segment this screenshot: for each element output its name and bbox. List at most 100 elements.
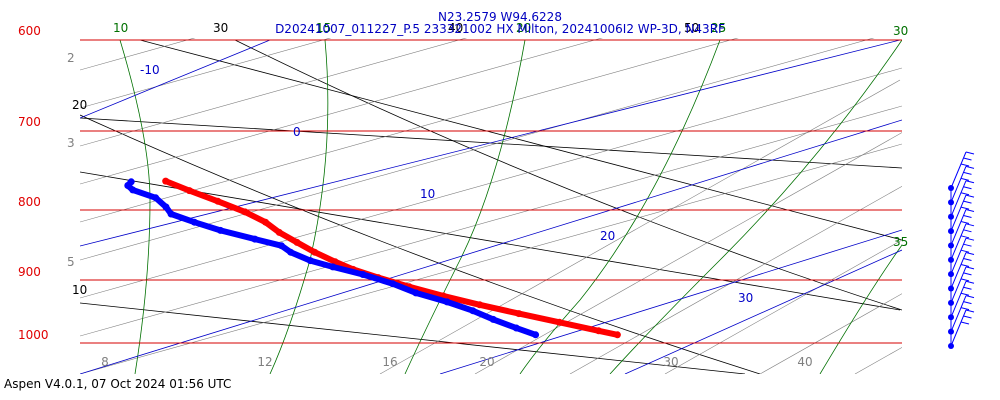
pressure-label-700: 700 [18, 115, 41, 129]
wind-barb-flag-0-0 [965, 151, 975, 155]
moist-adiabat-3 [80, 38, 603, 185]
wind-barb-flag-4-0 [965, 208, 975, 212]
wind-barb-dot-1 [948, 199, 954, 206]
sounding-series [124, 177, 621, 339]
moist-adiabat-b0 [379, 79, 901, 374]
wind-barb-flag-5-0 [965, 223, 975, 227]
temperature-point-14 [515, 310, 523, 318]
wind-barb-flag-6-2 [960, 249, 970, 253]
mixing-ratio-label-35: 35 [893, 235, 908, 249]
temperature-point-1 [185, 187, 193, 195]
mixing-ratio-label-15: 15 [316, 21, 331, 35]
dry-adiabat-1 [80, 302, 746, 374]
temperature-label-8: 8 [101, 355, 109, 369]
wind-barb-flag-3-0 [965, 194, 975, 198]
wind-barb-dot-0 [948, 185, 954, 191]
dry-adiabat-2 [80, 171, 901, 311]
wind-barb-dot-11 [948, 343, 954, 349]
dry-adiabat-label-30: 30 [213, 21, 228, 35]
wind-barb-flag-4-1 [963, 214, 972, 218]
dewpoint-point-1 [124, 182, 132, 189]
dry-adiabat-curve-1 [80, 114, 761, 374]
moist-adiabat-1 [80, 38, 332, 109]
wind-barb-flag-7-0 [965, 252, 975, 256]
wind-barb-flag-4-2 [960, 220, 970, 224]
isotherm-label-0: 0 [293, 125, 301, 139]
wind-barb-flag-7-1 [963, 258, 972, 262]
wind-barb-flag-9-1 [963, 286, 972, 290]
mixing-ratio-label-10: 10 [113, 21, 128, 35]
pressure-label-800: 800 [18, 195, 41, 209]
wind-barb-flag-10-0 [965, 295, 975, 299]
dry-adiabat-label-50: 50 [684, 21, 699, 35]
dewpoint-point-4 [162, 203, 170, 211]
wind-barb-flag-8-1 [963, 272, 972, 276]
wind-barb-flag-2-2 [960, 192, 970, 196]
dewpoint-point-19 [512, 324, 520, 332]
dewpoint-point-2 [129, 186, 137, 194]
mixing-ratio-label-20: 20 [516, 21, 531, 35]
mixing-ratio-5 [819, 244, 902, 374]
isobar-lines [80, 39, 902, 344]
dewpoint-point-5 [167, 210, 175, 218]
isotherm-4 [624, 249, 902, 374]
dry-adiabat-3 [139, 39, 902, 241]
wind-barb-flag-7-2 [960, 264, 970, 268]
temperature-point-0 [162, 177, 170, 185]
moist-adiabat-b5 [854, 347, 902, 374]
dry-adiabat-label-20: 20 [72, 98, 87, 112]
pressure-label-900: 900 [18, 265, 41, 279]
isotherm-2 [80, 119, 902, 374]
temperature-trace [162, 178, 621, 338]
temperature-point-7 [311, 248, 319, 256]
temperature-label-20: 20 [479, 355, 494, 369]
dewpoint-point-16 [443, 298, 451, 306]
dewpoint-point-11 [306, 257, 314, 265]
wind-barb-dot-9 [948, 314, 954, 321]
wind-barb-dot-7 [948, 285, 954, 292]
dry-adiabat-lines [80, 39, 902, 374]
wind-barb-flag-0-1 [963, 157, 972, 161]
wind-barb-flag-9-0 [965, 280, 975, 284]
wind-barb-1 [950, 166, 967, 203]
moist-adiabat-5 [80, 38, 875, 261]
temperature-point-2 [214, 197, 222, 205]
mixing-ratio-lines [119, 39, 902, 374]
moist-adiabat-label-2: 2 [67, 51, 75, 65]
wind-barb-flag-6-1 [963, 243, 972, 247]
wind-barb-dot-4 [948, 242, 954, 249]
temperature-point-4 [262, 218, 269, 226]
dewpoint-point-13 [359, 271, 367, 278]
wind-barb-flag-2-0 [965, 180, 975, 184]
moist-adiabat-2 [80, 38, 468, 147]
wind-barb-0 [950, 151, 967, 189]
wind-barb-dot-8 [948, 299, 954, 306]
dewpoint-point-20 [532, 331, 540, 339]
wind-barb-flag-8-2 [960, 278, 970, 282]
pressure-label-1000: 1000 [18, 328, 49, 342]
title-line-1: N23.2579 W94.6228 [438, 10, 562, 24]
pressure-label-600: 600 [18, 24, 41, 38]
isotherm-label-10: 10 [420, 187, 435, 201]
mixing-ratio-4 [609, 39, 902, 374]
dewpoint-point-10 [287, 248, 295, 256]
wind-barb-dot-3 [948, 228, 954, 235]
wind-barb-flag-11-2 [960, 321, 970, 325]
temperature-point-15 [555, 318, 563, 326]
dewpoint-point-3 [152, 194, 160, 202]
wind-barb-flag-10-2 [960, 307, 970, 311]
dewpoint-point-8 [251, 235, 259, 243]
axis-labels: 600 700 800 900 1000 8 12 16 20 30 40 -10 0 10 20 30 10 1… [18, 21, 908, 369]
wind-barb-flag-0-2 [960, 163, 970, 167]
wind-barb-flag-3-2 [960, 206, 970, 210]
temperature-point-5 [275, 228, 283, 236]
wind-barb-flag-8-0 [965, 266, 975, 270]
temperature-label-40: 40 [797, 355, 812, 369]
mixing-ratio-3 [519, 39, 721, 374]
wind-barb-dot-2 [948, 213, 954, 220]
temperature-label-12: 12 [257, 355, 272, 369]
temperature-point-6 [293, 238, 301, 246]
moist-adiabat-4 [80, 38, 739, 223]
isotherm-3 [439, 229, 902, 374]
